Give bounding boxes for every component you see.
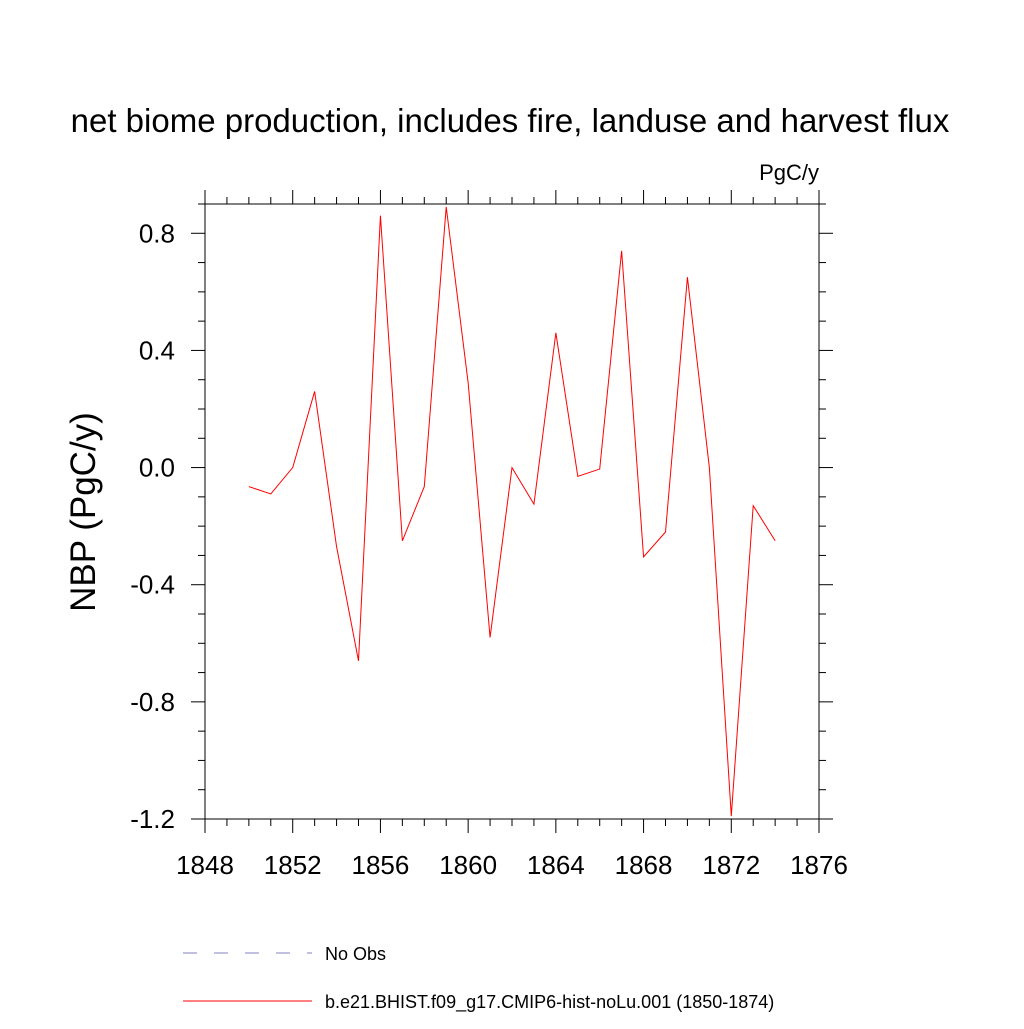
y-axis-label: NBP (PgC/y) [64, 412, 103, 612]
y-tick-label: 0.8 [139, 218, 175, 248]
legend-label-0: No Obs [325, 944, 386, 964]
y-tick-label: 0.0 [139, 453, 175, 483]
units-label: PgC/y [759, 160, 819, 185]
y-tick-label: -0.4 [130, 570, 175, 600]
series-layer [248, 206, 776, 817]
x-tick-label: 1856 [352, 850, 410, 880]
y-tick-label: 0.4 [139, 335, 175, 365]
plot-frame [204, 203, 820, 820]
legend-label-1: b.e21.BHIST.f09_g17.CMIP6-hist-noLu.001 … [325, 992, 774, 1013]
x-tick-label: 1852 [264, 850, 322, 880]
y-tick-label: -0.8 [130, 687, 175, 717]
x-tick-label: 1876 [790, 850, 848, 880]
x-tick-label: 1864 [527, 850, 585, 880]
y-axis: -1.2 -0.8 -0.4 0.0 0.4 0.8 [130, 203, 833, 834]
x-axis: 1848 1852 1856 1860 1864 1868 1872 1876 [176, 190, 848, 880]
x-tick-label: 1872 [702, 850, 760, 880]
series-line [248, 206, 776, 817]
x-tick-label: 1868 [615, 850, 673, 880]
chart-title: net biome production, includes fire, lan… [71, 102, 950, 139]
x-tick-label: 1848 [176, 850, 234, 880]
legend: No Obs b.e21.BHIST.f09_g17.CMIP6-hist-noL… [183, 944, 774, 1013]
x-tick-label: 1860 [439, 850, 497, 880]
y-tick-label: -1.2 [130, 804, 175, 834]
